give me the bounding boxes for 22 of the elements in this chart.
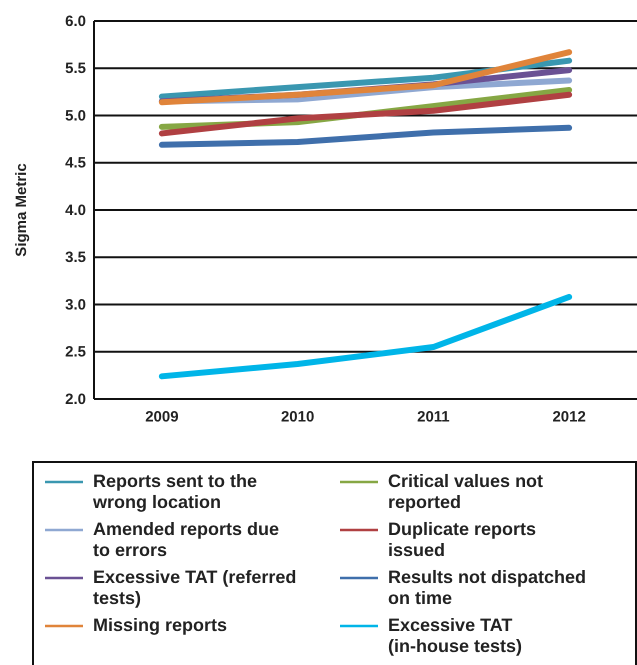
y-tick-label: 2.0 xyxy=(65,390,86,408)
legend-label: Results not dispatched on time xyxy=(388,567,586,608)
y-tick-label: 4.0 xyxy=(65,202,86,219)
legend-label: Critical values not reported xyxy=(388,471,544,512)
legend-label: Excessive TAT (in-house tests) xyxy=(388,615,522,656)
x-tick-label: 2011 xyxy=(417,408,450,426)
y-tick-label: 4.5 xyxy=(65,154,86,172)
y-tick-label: 6.0 xyxy=(65,12,86,30)
y-tick-label: 5.0 xyxy=(65,107,86,124)
legend-label: Reports sent to the wrong location xyxy=(92,471,258,512)
legend-label: Amended reports due to errors xyxy=(93,519,280,560)
legend-label: Excessive TAT (referred tests) xyxy=(93,567,296,608)
legend-label: Missing reports xyxy=(93,615,228,635)
x-tick-label: 2012 xyxy=(552,408,586,426)
y-axis-title: Sigma Metric xyxy=(13,163,30,257)
y-tick-label: 2.5 xyxy=(65,344,86,361)
y-tick-label: 3.5 xyxy=(65,249,86,266)
x-tick-label: 2009 xyxy=(145,408,179,426)
legend-label: Duplicate reports issued xyxy=(388,519,536,560)
y-tick-label: 3.0 xyxy=(65,296,86,314)
y-tick-label: 5.5 xyxy=(65,60,86,78)
x-tick-label: 2010 xyxy=(280,408,314,426)
